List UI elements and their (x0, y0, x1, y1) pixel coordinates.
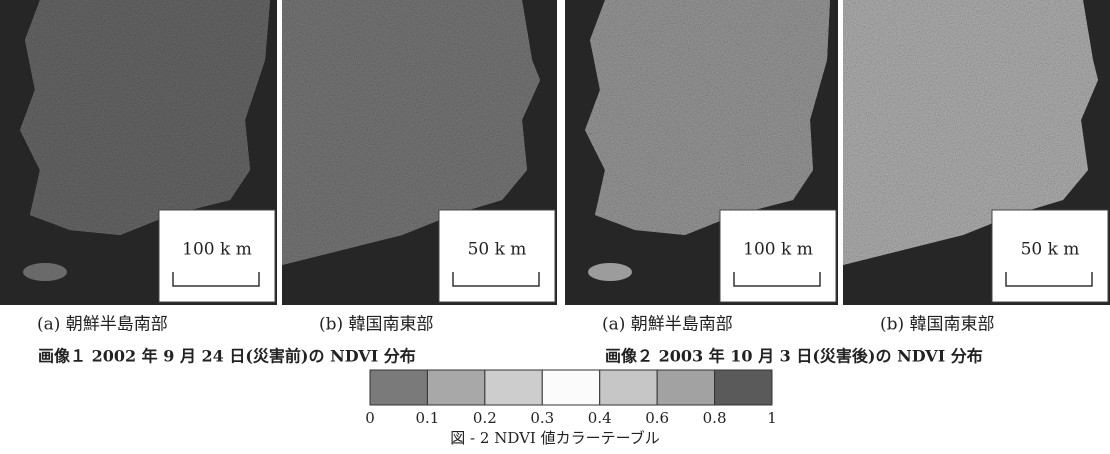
satellite-image: 50 k m (843, 0, 1110, 305)
color-swatch (370, 370, 427, 405)
satellite-image: 50 k m (282, 0, 557, 305)
color-tick-label: 0.3 (530, 409, 554, 427)
color-tick-label: 0.8 (703, 409, 727, 427)
scale-label: 50 k m (468, 240, 527, 260)
figure: 100 k m (a) 朝鮮半島南部 50 k m (b) 韓国南東部 100 k m (… (0, 0, 1110, 450)
panel-label: (a) 朝鮮半島南部 (37, 315, 168, 335)
scale-label: 100 k m (182, 240, 252, 260)
island (23, 263, 67, 281)
island (588, 263, 632, 281)
color-swatch (600, 370, 657, 405)
color-tick-label: 0.4 (588, 409, 612, 427)
color-table-caption: 図 - 2 NDVI 値カラーテーブル (450, 429, 659, 447)
scale-label: 50 k m (1021, 240, 1080, 260)
color-tick-label: 0.6 (645, 409, 669, 427)
color-tick-label: 0.2 (473, 409, 497, 427)
color-swatch (485, 370, 542, 405)
color-tick-label: 0.1 (415, 409, 439, 427)
panel-label: (b) 韓国南東部 (319, 315, 434, 335)
color-tick-label: 1 (767, 409, 777, 427)
satellite-image: 100 k m (0, 0, 277, 305)
color-swatch (542, 370, 599, 405)
color-swatch (657, 370, 714, 405)
scale-label: 100 k m (743, 240, 813, 260)
color-swatch (427, 370, 484, 405)
figure-caption: 画像２ 2003 年 10 月 3 日(災害後)の NDVI 分布 (605, 347, 983, 366)
panel-label: (b) 韓国南東部 (880, 315, 995, 335)
satellite-image: 100 k m (565, 0, 838, 305)
panel-label: (a) 朝鮮半島南部 (602, 315, 733, 335)
color-tick-label: 0 (365, 409, 375, 427)
figure-caption: 画像１ 2002 年 9 月 24 日(災害前)の NDVI 分布 (38, 347, 416, 366)
color-swatch (715, 370, 772, 405)
